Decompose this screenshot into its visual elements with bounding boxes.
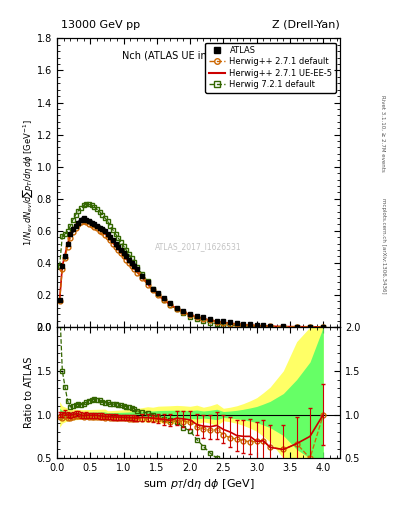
Text: 13000 GeV pp: 13000 GeV pp <box>61 19 140 30</box>
Text: ATLAS_2017_I1626531: ATLAS_2017_I1626531 <box>155 242 242 251</box>
Y-axis label: $1/N_{ev}\,dN_{ev}/d\!\sum\!p_T/d\eta\,d\phi\;[\mathrm{GeV}^{-1}]$: $1/N_{ev}\,dN_{ev}/d\!\sum\!p_T/d\eta\,d… <box>21 119 35 246</box>
Text: mcplots.cern.ch [arXiv:1306.3436]: mcplots.cern.ch [arXiv:1306.3436] <box>381 198 386 293</box>
Y-axis label: Ratio to ATLAS: Ratio to ATLAS <box>24 357 34 429</box>
X-axis label: sum $p_T$/d$\eta$ d$\phi$ [GeV]: sum $p_T$/d$\eta$ d$\phi$ [GeV] <box>143 477 254 492</box>
Text: Z (Drell-Yan): Z (Drell-Yan) <box>272 19 340 30</box>
Legend: ATLAS, Herwig++ 2.7.1 default, Herwig++ 2.7.1 UE-EE-5, Herwig 7.2.1 default: ATLAS, Herwig++ 2.7.1 default, Herwig++ … <box>205 42 336 93</box>
Text: Rivet 3.1.10, ≥ 2.7M events: Rivet 3.1.10, ≥ 2.7M events <box>381 95 386 172</box>
Text: Nch (ATLAS UE in Z production): Nch (ATLAS UE in Z production) <box>121 51 275 61</box>
